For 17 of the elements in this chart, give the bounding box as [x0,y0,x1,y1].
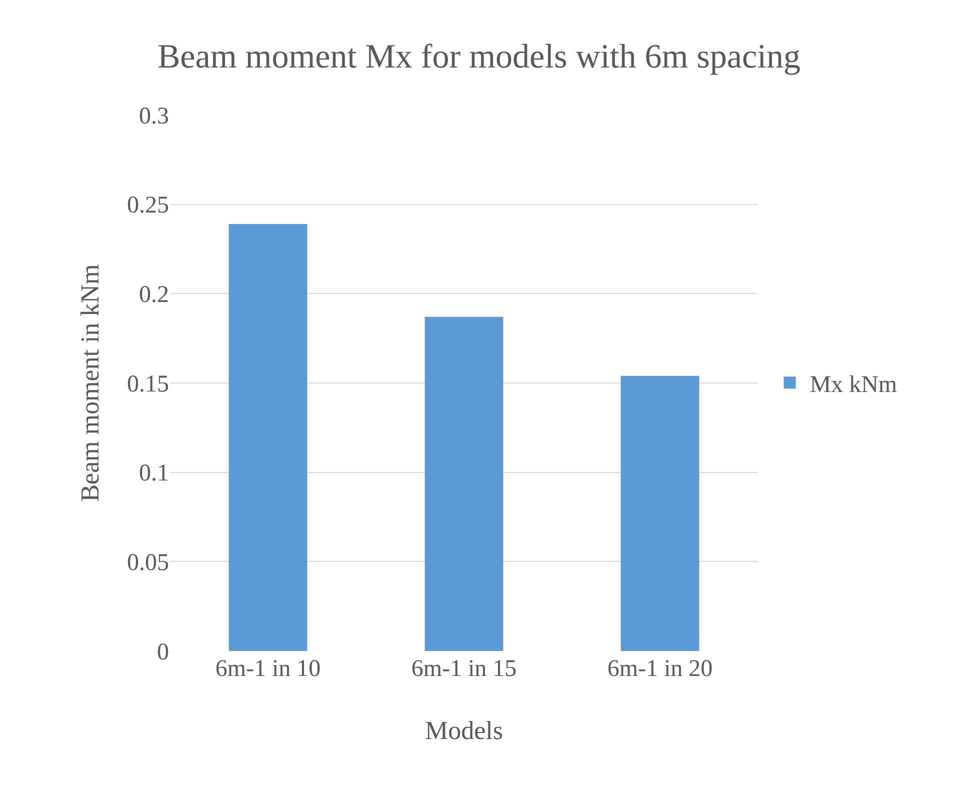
y-tick-label: 0.2 [139,282,169,308]
bar [228,224,308,651]
x-axis-title: Models [425,716,503,745]
bar [424,316,504,651]
y-tick-label: 0 [157,639,169,666]
x-tick-label: 6m-1 in 20 [607,656,713,682]
y-tick-label: 0.05 [127,550,169,576]
chart-title: Beam moment Mx for models with 6m spacing [157,38,801,76]
y-tick-label: 0.3 [139,103,169,130]
x-tick-label: 6m-1 in 10 [215,656,321,682]
y-tick-label: 0.25 [127,192,169,219]
legend-label: Mx kNm [810,372,898,398]
bar [620,376,700,651]
x-tick-label: 6m-1 in 15 [411,656,517,682]
y-tick-label: 0.15 [127,371,169,398]
y-tick-label: 0.1 [139,460,169,487]
y-axis-title: Beam moment in kNm [75,264,104,502]
